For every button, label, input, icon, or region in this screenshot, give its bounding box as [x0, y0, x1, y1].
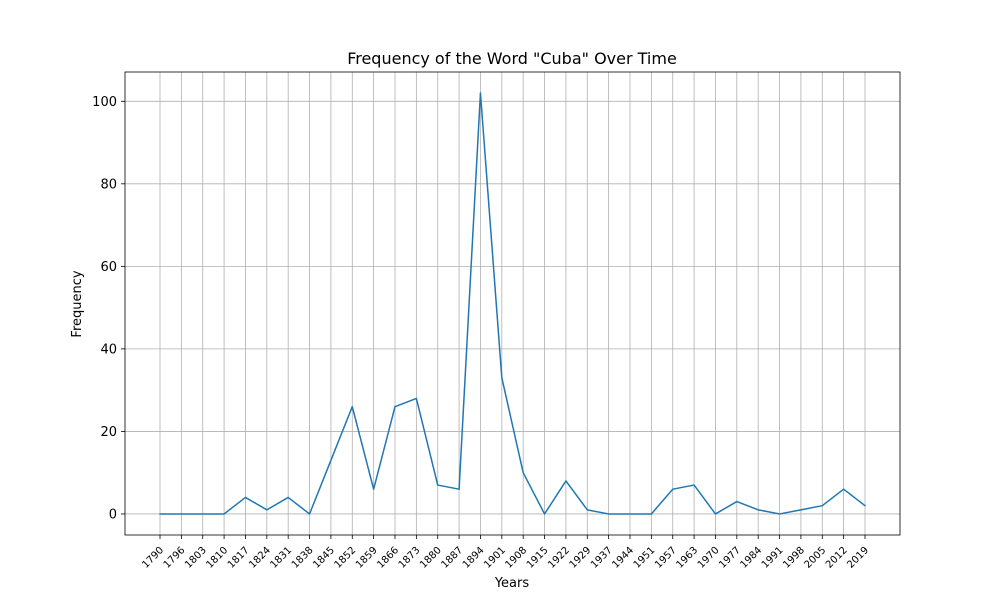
x-tick-label: 1838: [290, 545, 316, 571]
plot-area-frame: [124, 71, 901, 536]
x-tick-label: 1852: [333, 545, 359, 571]
y-tick-label: 60: [100, 260, 117, 275]
x-tick-label: 1810: [204, 545, 230, 571]
y-axis-ticks: 0 20 40 60 80 100: [92, 95, 125, 522]
x-tick-label: 2019: [845, 545, 871, 571]
x-tick-label: 1873: [397, 545, 423, 571]
x-tick-label: 2012: [824, 545, 850, 571]
x-tick-label: 1929: [568, 545, 594, 571]
x-tick-label: 1937: [589, 545, 615, 571]
x-tick-label: 1796: [162, 545, 188, 571]
x-tick-label: 1970: [696, 545, 722, 571]
x-axis-label: Years: [494, 576, 530, 591]
x-tick-label: 1859: [354, 545, 380, 571]
x-tick-label: 1845: [311, 545, 337, 571]
x-tick-label: 1998: [781, 545, 807, 571]
x-tick-label: 1824: [247, 545, 273, 571]
x-tick-label: 1951: [632, 545, 658, 571]
x-tick-label: 1922: [546, 545, 572, 571]
y-tick-label: 0: [109, 507, 117, 522]
y-tick-label: 80: [100, 177, 117, 192]
chart-title: Frequency of the Word "Cuba" Over Time: [347, 49, 677, 68]
series-layer: [159, 92, 866, 515]
x-tick-label: 1908: [504, 545, 530, 571]
series-line: [159, 92, 866, 515]
x-tick-label: 1977: [717, 545, 743, 571]
y-axis-label: Frequency: [70, 270, 85, 337]
x-tick-label: 1887: [439, 545, 465, 571]
grid: [125, 72, 900, 535]
x-tick-label: 1991: [760, 545, 786, 571]
y-tick-label: 20: [100, 425, 117, 440]
y-tick-label: 100: [92, 95, 117, 110]
x-axis-ticks: 1790179618031810181718241831183818451852…: [140, 535, 871, 571]
x-tick-label: 1963: [674, 545, 700, 571]
x-tick-label: 1984: [739, 545, 765, 571]
x-tick-label: 1817: [226, 545, 252, 571]
x-tick-label: 1944: [610, 545, 636, 571]
x-tick-label: 1880: [418, 545, 444, 571]
x-tick-label: 1831: [269, 545, 295, 571]
x-tick-label: 1866: [375, 545, 401, 571]
y-tick-label: 40: [100, 342, 117, 357]
x-tick-label: 1915: [525, 545, 551, 571]
x-tick-label: 1957: [653, 545, 679, 571]
x-tick-label: 1901: [482, 545, 508, 571]
x-tick-label: 1803: [183, 545, 209, 571]
x-tick-label: 1894: [461, 545, 487, 571]
x-tick-label: 2005: [803, 545, 829, 571]
x-tick-label: 1790: [140, 545, 166, 571]
